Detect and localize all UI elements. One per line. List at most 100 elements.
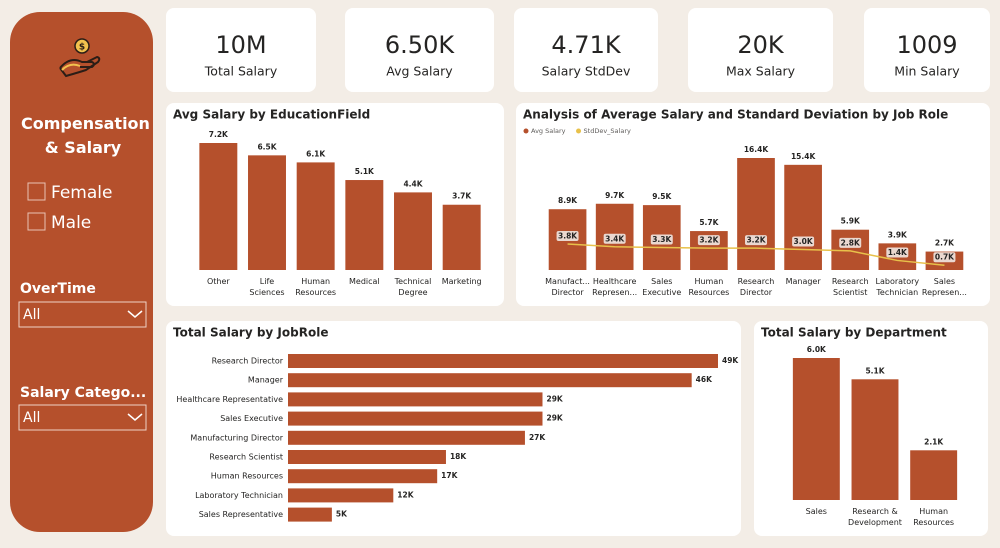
x-tick-label: Research & Development bbox=[848, 507, 902, 527]
kpi-card bbox=[166, 8, 316, 92]
kpi-label: Avg Salary bbox=[386, 64, 453, 79]
data-label: 17K bbox=[441, 471, 458, 480]
y-tick-label: Research Director bbox=[212, 357, 284, 366]
bar bbox=[737, 158, 775, 270]
label-box: Technical Degree bbox=[394, 277, 432, 297]
y-tick-label: Manager bbox=[248, 376, 284, 385]
dropdown-value[interactable]: All bbox=[23, 307, 40, 323]
data-label: 0.7K bbox=[935, 253, 955, 262]
bar bbox=[288, 488, 394, 503]
data-label: 7.2K bbox=[209, 130, 229, 139]
bar bbox=[288, 469, 438, 484]
chart-title: Total Salary by JobRole bbox=[173, 326, 328, 340]
data-label: 3.2K bbox=[699, 236, 719, 245]
legend-marker bbox=[576, 128, 582, 134]
data-label: 15.4K bbox=[791, 152, 817, 161]
data-label: 3.9K bbox=[888, 230, 908, 239]
sidebar bbox=[10, 12, 153, 532]
svg-text:$: $ bbox=[79, 43, 85, 53]
data-label: 5.9K bbox=[841, 217, 861, 226]
data-label: 6.5K bbox=[257, 142, 277, 151]
data-label: 6.1K bbox=[306, 149, 326, 158]
data-label: 8.9K bbox=[558, 196, 578, 205]
bar bbox=[792, 358, 840, 500]
data-label-box bbox=[556, 231, 579, 242]
data-label: 4.4K bbox=[403, 179, 423, 188]
x-tick-label: Human Resources bbox=[913, 507, 955, 527]
kpi-value: 6.50K bbox=[385, 31, 455, 59]
filter-label: Salary Catego... bbox=[20, 385, 146, 401]
dropdown[interactable] bbox=[18, 301, 147, 328]
kpi-card bbox=[688, 8, 833, 92]
kpi-value: 4.71K bbox=[551, 31, 621, 59]
y-tick-label: Healthcare Representative bbox=[176, 395, 283, 404]
label-box: Manager bbox=[786, 277, 821, 286]
data-label: 6.0K bbox=[807, 345, 827, 354]
bar bbox=[288, 450, 446, 464]
bar bbox=[851, 379, 899, 500]
filter-label: OverTime bbox=[20, 281, 96, 297]
data-label: 3.3K bbox=[652, 235, 672, 244]
checkbox-label[interactable]: Female bbox=[51, 183, 112, 203]
x-tick-label: Technical Degree bbox=[394, 277, 432, 297]
bar bbox=[248, 155, 286, 270]
bar bbox=[199, 143, 238, 270]
data-label: 29K bbox=[546, 394, 563, 403]
panel bbox=[166, 321, 741, 536]
checkbox[interactable] bbox=[27, 182, 46, 201]
x-tick-label: Sales Executive bbox=[642, 277, 682, 297]
data-label: 5.1K bbox=[865, 366, 885, 375]
label-box: Sales Executive bbox=[642, 277, 682, 297]
x-tick-label: Sales Represen... bbox=[921, 277, 967, 297]
label-box: Healthcare Represen... bbox=[592, 277, 637, 297]
chart-title: Avg Salary by EducationField bbox=[173, 108, 370, 122]
kpi-value: 10M bbox=[215, 31, 266, 59]
label-box: Other bbox=[206, 277, 230, 286]
data-label: 49K bbox=[722, 356, 739, 365]
dropdown-chevron[interactable] bbox=[127, 310, 143, 318]
dropdown-value[interactable]: All bbox=[23, 410, 40, 426]
bar bbox=[288, 411, 543, 426]
y-tick-label: Human Resources bbox=[211, 472, 283, 481]
data-label: 16.4K bbox=[744, 145, 770, 154]
x-tick-label: Research Director bbox=[737, 277, 775, 297]
checkbox-label[interactable]: Male bbox=[51, 213, 91, 233]
data-label-box bbox=[792, 236, 815, 247]
data-label-box bbox=[839, 237, 862, 248]
data-label: 9.7K bbox=[605, 191, 625, 200]
data-label: 2.8K bbox=[841, 238, 861, 247]
sidebar-title: Compensation & Salary bbox=[21, 114, 150, 157]
data-label: 3.8K bbox=[558, 232, 578, 241]
bar bbox=[296, 162, 335, 270]
label-box: Sales bbox=[806, 507, 827, 516]
data-label: 1.4K bbox=[888, 248, 908, 257]
x-tick-label: Manufact... Director bbox=[545, 277, 590, 297]
x-tick-label: Other bbox=[206, 277, 230, 286]
chart-title: Analysis of Average Salary and Standard … bbox=[523, 108, 948, 122]
label-box: Human Resources bbox=[295, 277, 336, 297]
data-label: 46K bbox=[696, 375, 713, 384]
label-box: Research & Development bbox=[848, 507, 902, 527]
label-box: Sales Represen... bbox=[921, 277, 967, 297]
y-tick-label: Research Scientist bbox=[209, 453, 283, 462]
kpi-card bbox=[864, 8, 990, 92]
data-label: 2.7K bbox=[935, 239, 955, 248]
bar bbox=[288, 507, 332, 522]
data-label: 12K bbox=[397, 490, 414, 499]
x-tick-label: Medical bbox=[349, 277, 380, 286]
data-label: 3.2K bbox=[746, 236, 766, 245]
data-label-box bbox=[886, 247, 909, 258]
checkbox[interactable] bbox=[27, 212, 46, 231]
kpi-label: Total Salary bbox=[204, 64, 278, 79]
bar bbox=[784, 164, 822, 270]
kpi-label: Max Salary bbox=[726, 64, 796, 79]
kpi-label: Min Salary bbox=[894, 64, 960, 79]
data-label: 2.1K bbox=[924, 437, 944, 446]
chart-title: Total Salary by Department bbox=[761, 326, 947, 340]
dropdown[interactable] bbox=[18, 404, 147, 431]
data-label-box bbox=[933, 252, 956, 263]
bar bbox=[288, 354, 718, 368]
dropdown-chevron[interactable] bbox=[127, 413, 143, 421]
bar bbox=[288, 392, 543, 407]
